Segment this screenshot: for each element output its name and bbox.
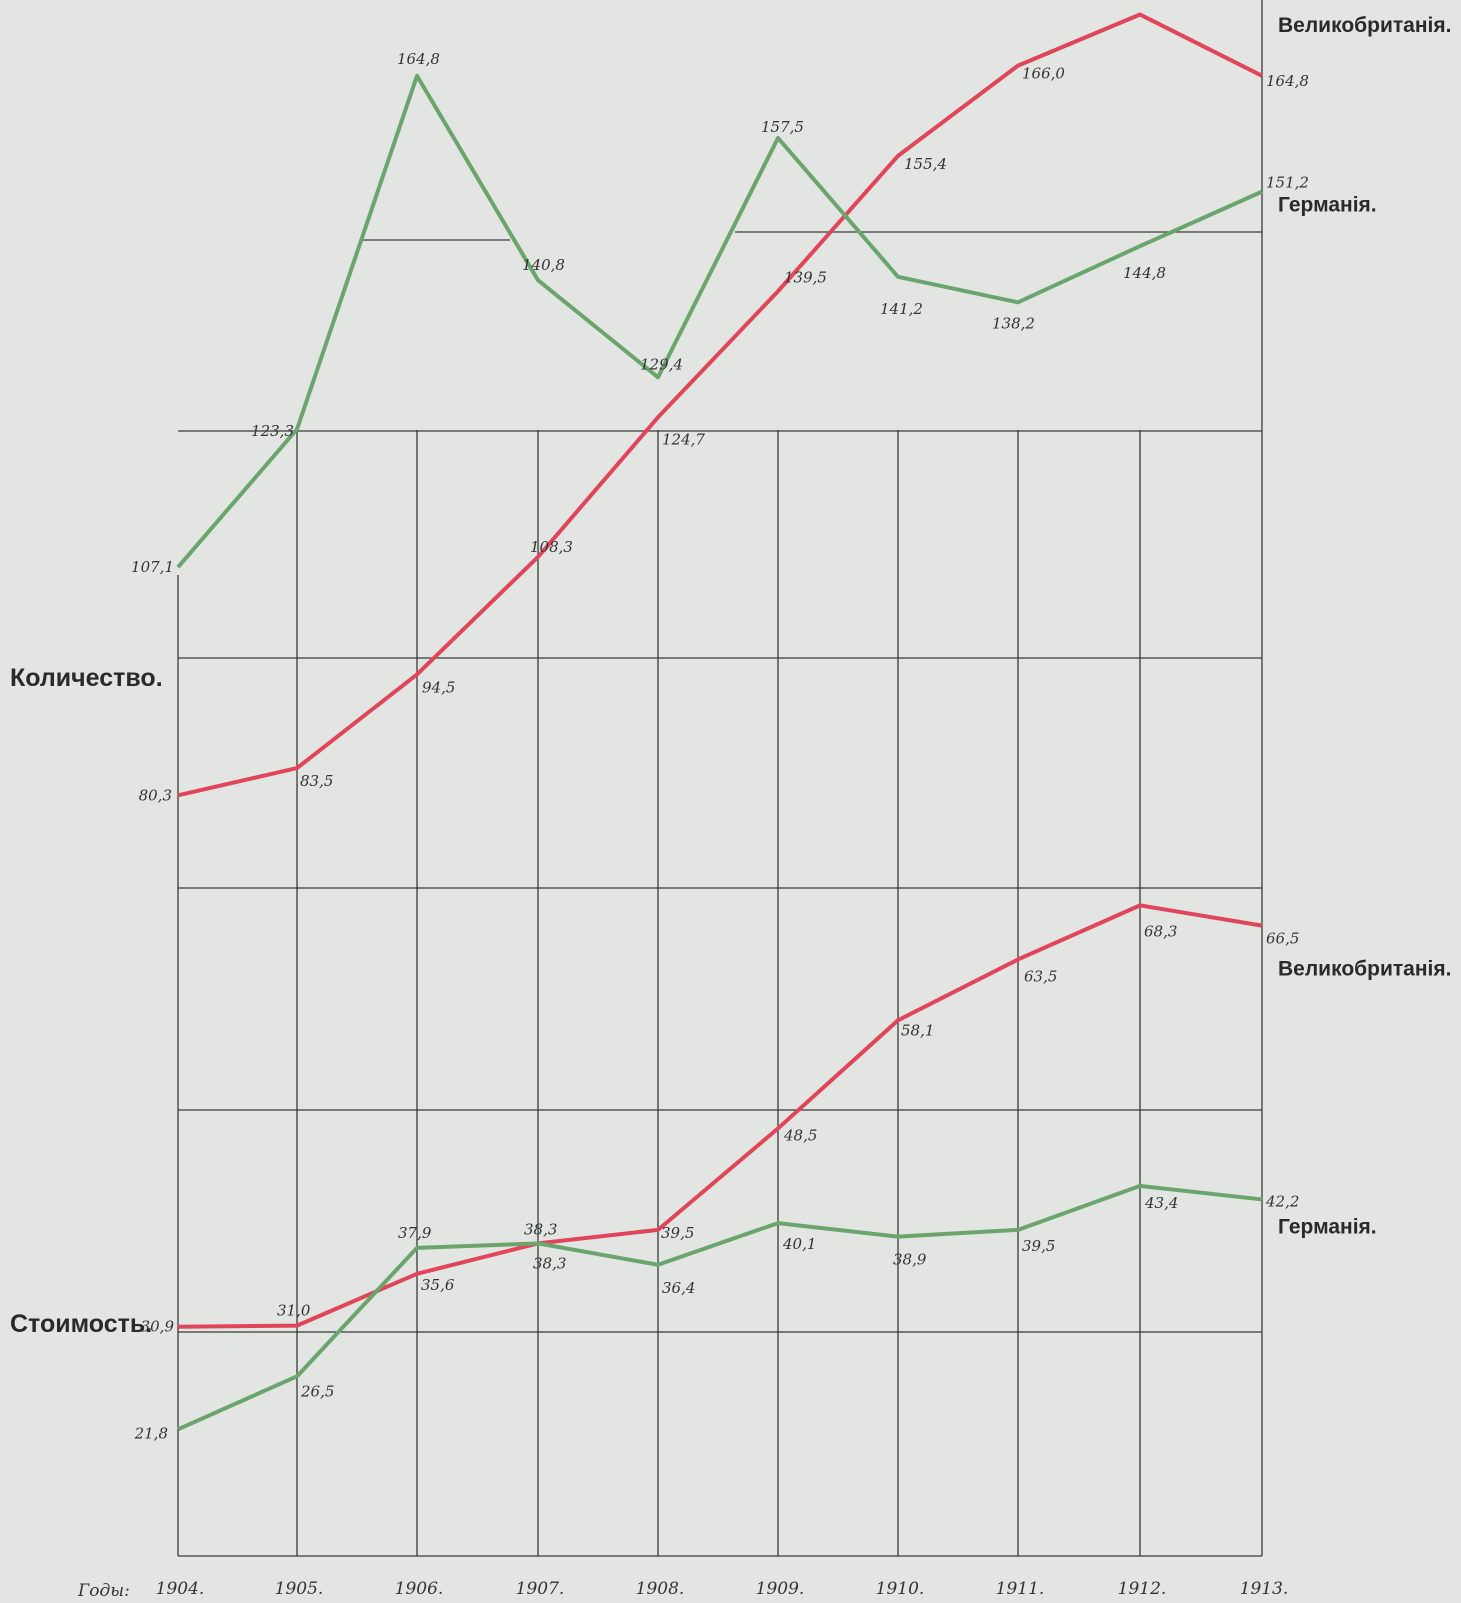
years-axis-label: Годы: bbox=[77, 1581, 130, 1601]
data-label: 63,5 bbox=[1024, 967, 1057, 985]
data-label: 26,5 bbox=[300, 1382, 334, 1400]
data-label: 164,8 bbox=[397, 50, 440, 68]
data-label: 37,9 bbox=[398, 1224, 432, 1242]
data-label: 164,8 bbox=[1266, 72, 1309, 90]
data-label: 38,3 bbox=[524, 1220, 557, 1238]
data-label: 139,5 bbox=[784, 268, 827, 286]
data-label: 30,9 bbox=[141, 1318, 175, 1336]
data-label: 107,1 bbox=[131, 558, 174, 576]
series-name-label: Германія. bbox=[1278, 1215, 1377, 1238]
data-label: 157,5 bbox=[761, 118, 804, 136]
data-label: 43,4 bbox=[1144, 1194, 1178, 1212]
data-label: 141,2 bbox=[880, 300, 923, 318]
x-tick-label: 1908. bbox=[636, 1579, 685, 1599]
data-label: 38,3 bbox=[533, 1254, 566, 1272]
data-label: 129,4 bbox=[640, 355, 683, 373]
data-label: 42,2 bbox=[1265, 1192, 1299, 1210]
data-label: 38,9 bbox=[893, 1251, 927, 1269]
data-label: 39,5 bbox=[661, 1224, 694, 1242]
data-label: 166,0 bbox=[1022, 65, 1065, 83]
x-tick-label: 1906. bbox=[395, 1579, 444, 1599]
x-tick-label: 1911. bbox=[996, 1579, 1045, 1599]
x-tick-label: 1910. bbox=[876, 1579, 925, 1599]
data-label: 21,8 bbox=[134, 1424, 168, 1442]
data-label: 123,3 bbox=[251, 422, 294, 440]
x-tick-label: 1904. bbox=[156, 1579, 205, 1599]
series-name-label: Великобританія. bbox=[1278, 958, 1451, 981]
series-name-label: Великобританія. bbox=[1278, 14, 1451, 37]
series-line-0-1 bbox=[176, 73, 1263, 569]
series-line-0-0 bbox=[177, 12, 1263, 798]
x-tick-label: 1905. bbox=[275, 1579, 324, 1599]
data-label: 138,2 bbox=[992, 314, 1035, 332]
x-tick-label: 1913. bbox=[1240, 1579, 1289, 1599]
data-label: 31,0 bbox=[277, 1302, 311, 1320]
data-label: 40,1 bbox=[782, 1235, 816, 1253]
data-label: 48,5 bbox=[783, 1126, 817, 1144]
data-label: 94,5 bbox=[422, 678, 455, 696]
axis-title: Количество. bbox=[10, 664, 163, 692]
data-label: 108,3 bbox=[530, 538, 573, 556]
data-label: 124,7 bbox=[662, 430, 705, 448]
data-label: 39,5 bbox=[1022, 1237, 1055, 1255]
data-label: 144,8 bbox=[1123, 264, 1166, 282]
data-label: 66,5 bbox=[1266, 930, 1299, 948]
series-name-label: Германія. bbox=[1278, 194, 1377, 217]
data-label: 155,4 bbox=[904, 155, 947, 173]
data-label: 36,4 bbox=[662, 1279, 695, 1297]
data-label: 58,1 bbox=[901, 1021, 934, 1039]
series-line-1-0 bbox=[177, 903, 1263, 1329]
axis-title: Стоимость. bbox=[10, 1310, 152, 1338]
data-label: 80,3 bbox=[139, 786, 172, 804]
data-label: 151,2 bbox=[1266, 174, 1309, 192]
x-tick-label: 1909. bbox=[756, 1579, 805, 1599]
data-label: 68,3 bbox=[1144, 922, 1177, 940]
x-tick-label: 1907. bbox=[516, 1579, 565, 1599]
series-line-1-1 bbox=[177, 1183, 1263, 1432]
data-label: 140,8 bbox=[522, 256, 565, 274]
data-label: 35,6 bbox=[421, 1276, 455, 1294]
x-tick-label: 1912. bbox=[1118, 1579, 1167, 1599]
data-label: 83,5 bbox=[300, 772, 333, 790]
